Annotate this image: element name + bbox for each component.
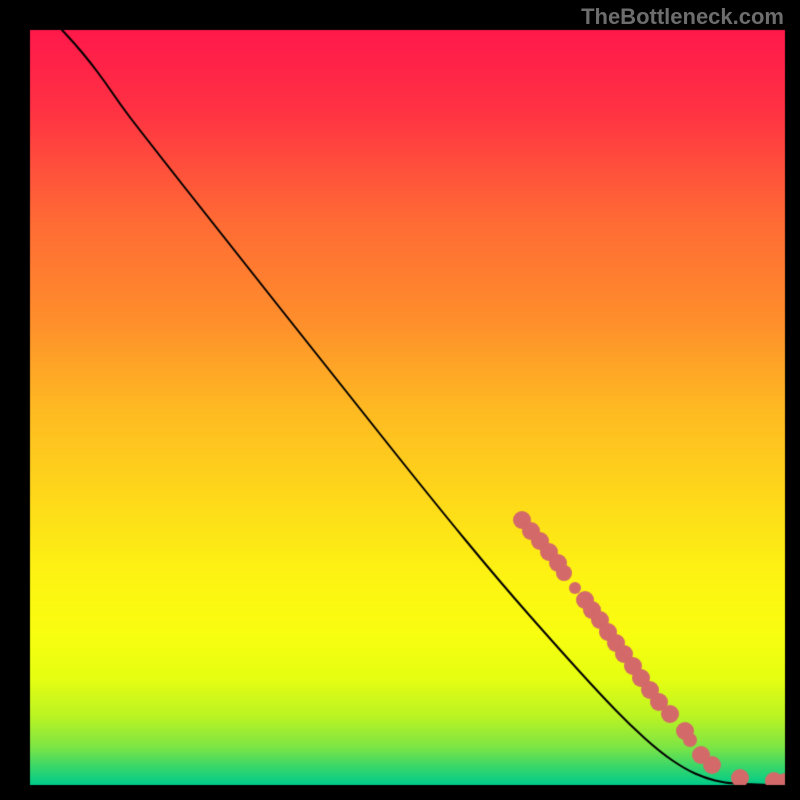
bottleneck-curve-chart [0, 0, 800, 800]
chart-container: TheBottleneck.com [0, 0, 800, 800]
